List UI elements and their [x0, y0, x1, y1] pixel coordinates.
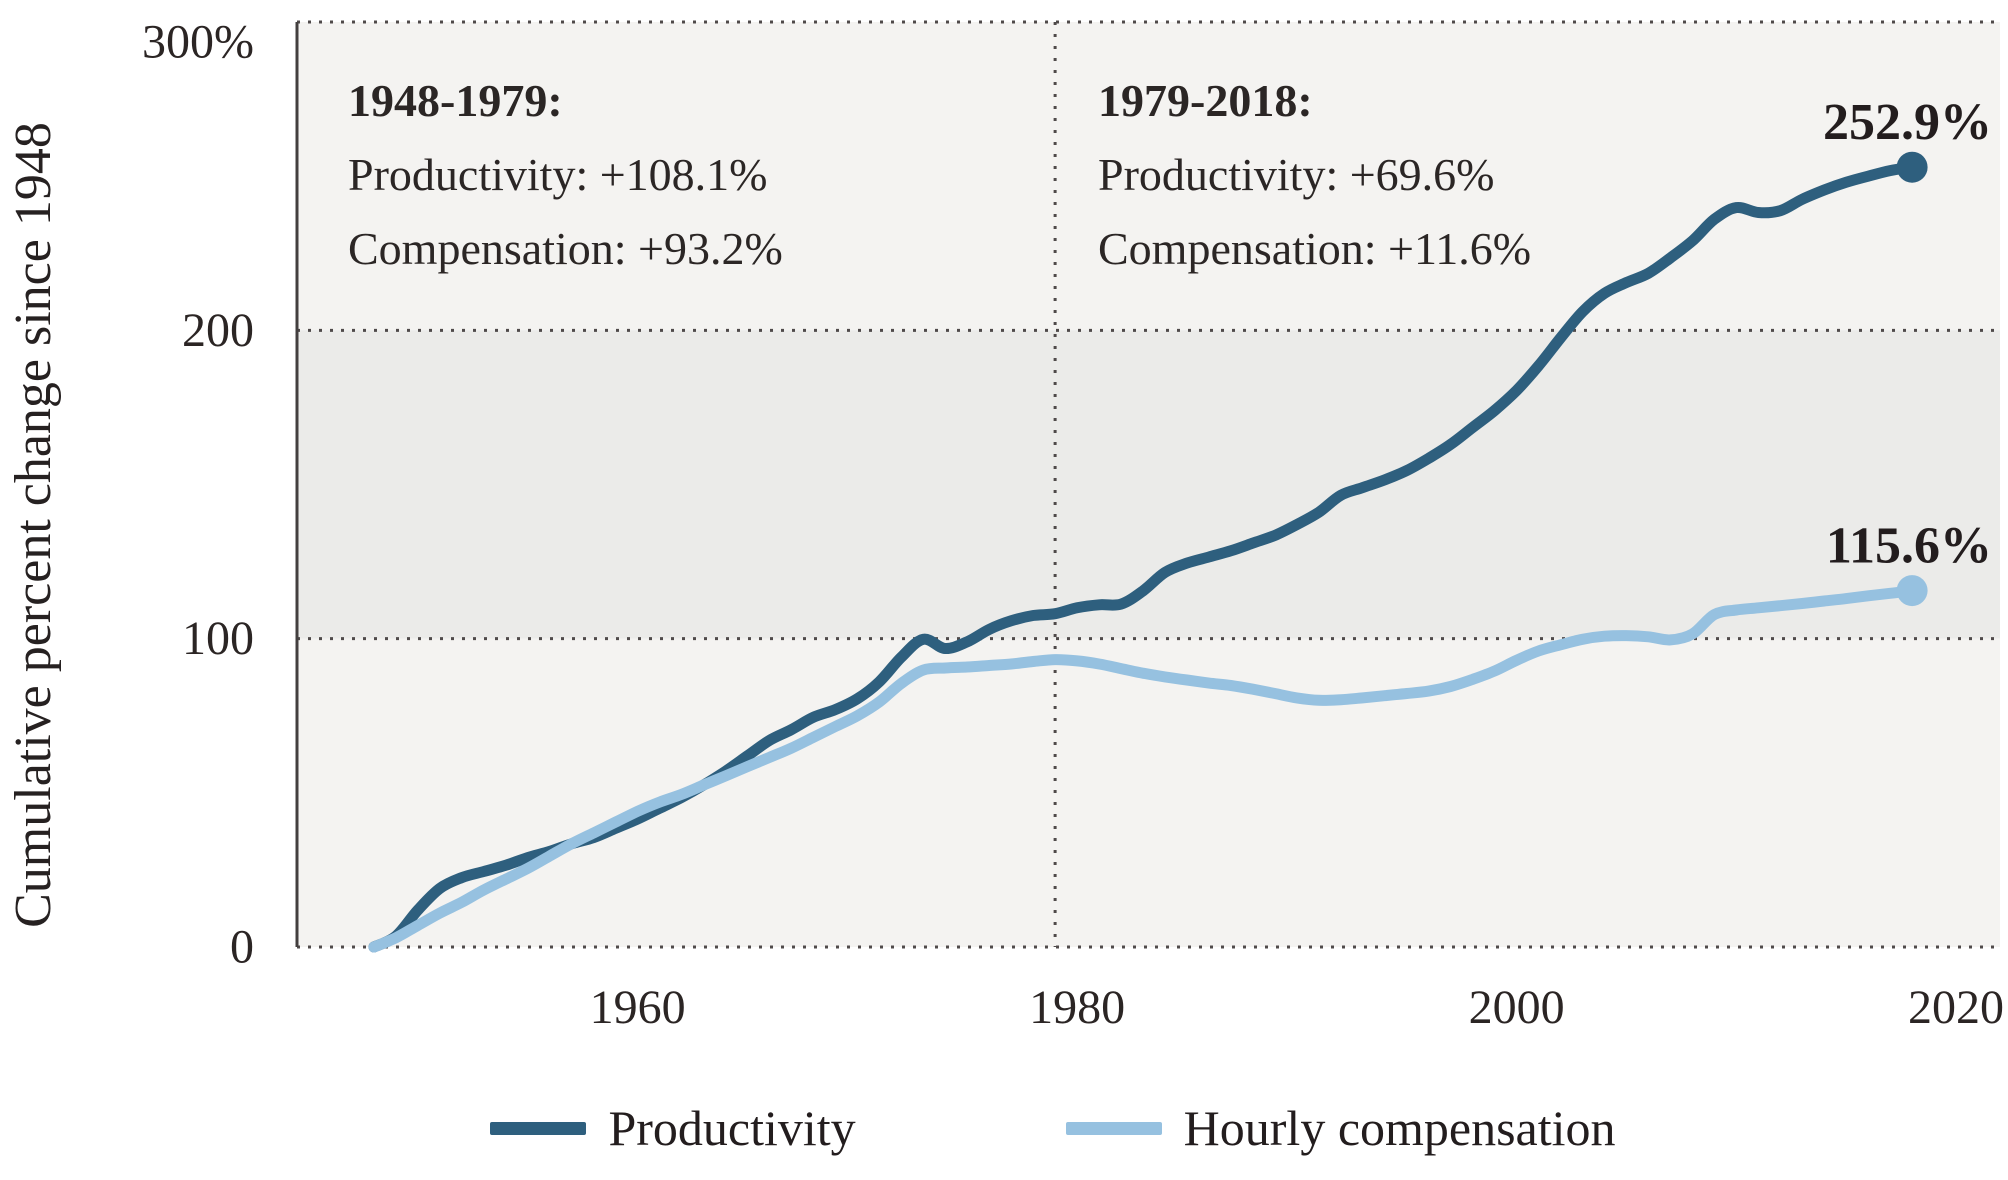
end-value-label-hourly-compensation: 115.6%	[1826, 518, 1992, 575]
series-line-hourly-compensation	[368, 585, 1918, 953]
annotation-era2-title: 1979-2018:	[1098, 75, 1313, 126]
series-end-dot-productivity	[1896, 151, 1928, 183]
annotation-era2-compensation: Compensation: +11.6%	[1098, 223, 1532, 274]
band-0-100	[297, 638, 2000, 947]
y-axis-title: Cumulative percent change since 1948	[4, 122, 62, 928]
compensation-line-swatch	[1065, 1121, 1162, 1135]
legend-label-productivity: Productivity	[608, 1100, 856, 1156]
annotation-era2-productivity: Productivity: +69.6%	[1098, 149, 1495, 200]
y-tick-label-300: 300%	[142, 16, 254, 69]
end-value-label-productivity: 252.9%	[1823, 94, 1992, 151]
y-tick-label-100: 100	[182, 612, 254, 665]
legend-label-hourly-compensation: Hourly compensation	[1183, 1100, 1616, 1156]
y-tick-label-0: 0	[230, 921, 254, 974]
legend-item-hourly-compensation: Hourly compensation	[1065, 1099, 1616, 1157]
series-line-productivity	[368, 161, 1918, 953]
annotation-era-1948-1979: 1948-1979: Productivity: +108.1% Compens…	[348, 64, 783, 286]
legend: Productivity Hourly compensation	[49, 1088, 2008, 1168]
series-end-dot-hourly-compensation	[1896, 575, 1928, 607]
annotation-era1-compensation: Compensation: +93.2%	[348, 223, 783, 274]
annotation-era1-productivity: Productivity: +108.1%	[348, 149, 768, 200]
band-200-300	[297, 22, 2000, 331]
y-tick-label-200: 200	[182, 304, 254, 357]
x-tick-label-1980: 1980	[1029, 981, 1125, 1034]
legend-item-productivity: Productivity	[490, 1099, 856, 1157]
x-tick-label-2020: 2020	[1908, 981, 2004, 1034]
x-tick-label-1960: 1960	[590, 981, 686, 1034]
annotation-era-1979-2018: 1979-2018: Productivity: +69.6% Compensa…	[1098, 64, 1531, 286]
productivity-line-swatch	[490, 1121, 587, 1135]
annotation-era1-title: 1948-1979:	[348, 75, 563, 126]
x-tick-label-2000: 2000	[1469, 981, 1565, 1034]
